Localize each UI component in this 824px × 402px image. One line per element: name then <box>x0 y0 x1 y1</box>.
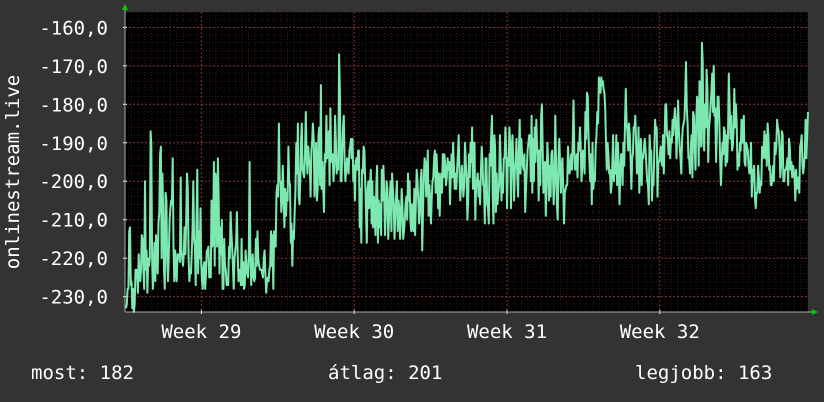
y-axis-label: onlinestream.live <box>2 75 24 269</box>
x-tick-label: Week 31 <box>467 321 547 343</box>
series-line-0 <box>125 41 809 313</box>
y-tick-label: -200,0 <box>39 171 108 193</box>
x-axis-arrow <box>812 309 818 315</box>
y-tick-label: -180,0 <box>39 94 108 116</box>
y-tick-label: -190,0 <box>39 133 108 155</box>
y-tick-label: -170,0 <box>39 56 108 78</box>
stat-average: átlag: 201 <box>328 362 443 384</box>
stat-current: most: 182 <box>31 362 134 384</box>
y-tick-label: -210,0 <box>39 210 108 232</box>
y-axis-arrow <box>122 4 128 10</box>
x-tick-label: Week 32 <box>620 321 700 343</box>
x-tick-label: Week 30 <box>314 321 394 343</box>
y-tick-label: -220,0 <box>39 248 108 270</box>
stat-best: legjobb: 163 <box>635 362 773 384</box>
y-tick-label: -230,0 <box>39 287 108 309</box>
x-tick-label: Week 29 <box>161 321 241 343</box>
y-tick-label: -160,0 <box>39 17 108 39</box>
